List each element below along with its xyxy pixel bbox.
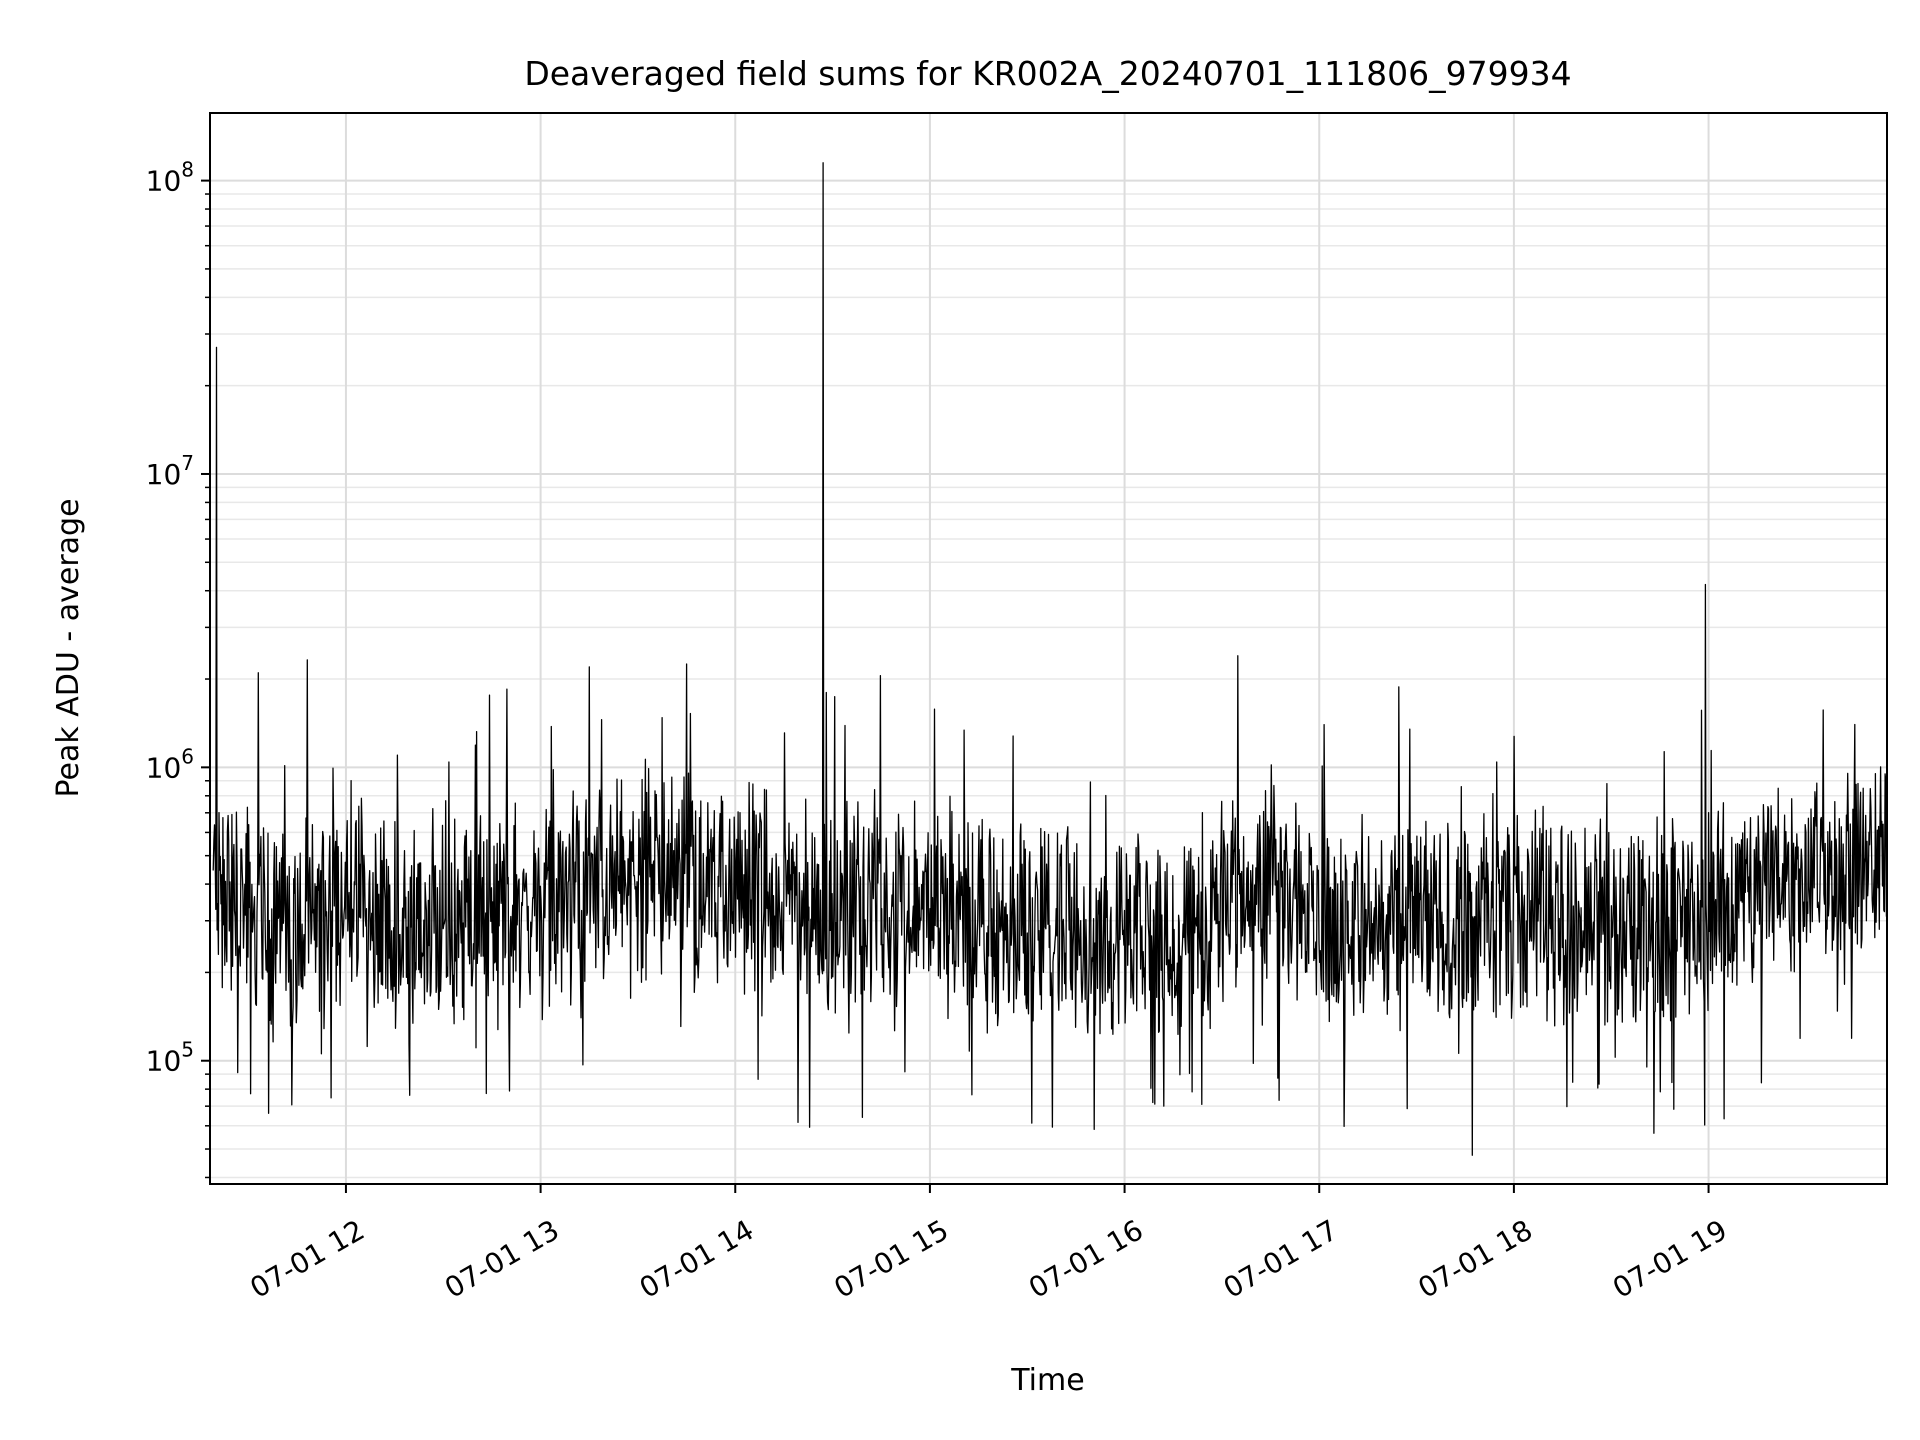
y-axis-label: Peak ADU - average — [51, 498, 86, 797]
y-tick-label: 106 — [146, 744, 194, 784]
plot-frame — [209, 112, 1888, 1185]
y-tick-base: 10 — [146, 165, 182, 198]
y-tick-label: 108 — [146, 158, 194, 198]
y-tick-exponent: 8 — [181, 158, 194, 182]
plot-area — [212, 162, 1888, 1156]
y-tick-exponent: 7 — [181, 451, 194, 475]
series-line — [212, 162, 1888, 1156]
y-tick-exponent: 5 — [181, 1038, 194, 1062]
x-axis-label: Time — [1010, 1363, 1084, 1398]
chart-title: Deaveraged field sums for KR002A_2024070… — [524, 54, 1571, 93]
y-tick-exponent: 6 — [181, 744, 194, 768]
y-tick-label: 107 — [146, 451, 194, 491]
y-tick-base: 10 — [146, 1045, 182, 1078]
y-tick-base: 10 — [146, 751, 182, 784]
y-tick-label: 105 — [146, 1038, 194, 1078]
y-tick-base: 10 — [146, 458, 182, 491]
